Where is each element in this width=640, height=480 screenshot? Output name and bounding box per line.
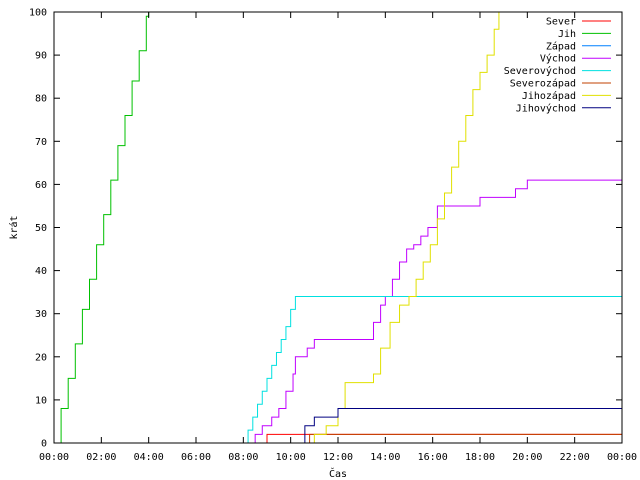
- legend-entry: Severovýchod: [504, 65, 611, 77]
- legend-entry: Jihozápad: [522, 90, 611, 102]
- legend-entry: Západ: [546, 40, 611, 52]
- x-tick-label: 04:00: [134, 452, 164, 463]
- x-tick-label: 06:00: [181, 452, 211, 463]
- x-tick-label: 18:00: [465, 452, 495, 463]
- legend-entry: Jihovýchod: [516, 102, 611, 114]
- legend-entry: Jih: [558, 29, 611, 40]
- legend: SeverJihZápadVýchodSeverovýchodSeverozáp…: [504, 17, 611, 114]
- x-tick-label: 12:00: [323, 452, 353, 463]
- y-axis-label: krát: [8, 215, 20, 239]
- y-tick-label: 70: [35, 137, 47, 148]
- x-tick-label: 10:00: [276, 452, 306, 463]
- x-tick-label: 00:00: [607, 452, 637, 463]
- y-tick-label: 20: [35, 352, 47, 363]
- y-tick-label: 30: [35, 309, 47, 320]
- legend-label: Jihovýchod: [516, 102, 576, 114]
- legend-entry: Severozápad: [510, 78, 611, 90]
- x-tick-label: 14:00: [370, 452, 400, 463]
- y-tick-label: 80: [35, 94, 47, 105]
- y-tick-label: 10: [35, 395, 47, 406]
- legend-label: Severovýchod: [504, 65, 576, 77]
- x-tick-label: 00:00: [39, 452, 69, 463]
- series-line-východ: [54, 179, 622, 444]
- legend-label: Západ: [546, 40, 576, 52]
- legend-entry: Sever: [546, 17, 611, 28]
- y-tick-label: 90: [35, 51, 47, 62]
- x-axis-label: Čas: [329, 467, 347, 480]
- x-tick-label: 22:00: [560, 452, 590, 463]
- legend-entry: Východ: [540, 53, 611, 65]
- legend-label: Jih: [558, 29, 576, 40]
- y-tick-label: 40: [35, 266, 47, 277]
- y-tick-label: 0: [41, 439, 47, 450]
- y-tick-label: 100: [29, 8, 47, 19]
- series-line-severovýchod: [54, 295, 622, 444]
- x-tick-label: 08:00: [228, 452, 258, 463]
- y-axis: 0 10 20 30 40 50 60 70 80 90 100: [29, 8, 622, 450]
- legend-label: Severozápad: [510, 78, 576, 90]
- legend-label: Východ: [540, 53, 576, 65]
- legend-label: Jihozápad: [522, 90, 576, 102]
- x-tick-label: 16:00: [418, 452, 448, 463]
- series-line-jih: [54, 12, 150, 444]
- x-tick-label: 02:00: [86, 452, 116, 463]
- y-tick-label: 50: [35, 223, 47, 234]
- y-tick-label: 60: [35, 180, 47, 191]
- x-tick-label: 20:00: [512, 452, 542, 463]
- x-axis: 00:00 02:00 04:00 06:00 08:00 10:00 12:00 14:00…: [39, 12, 637, 463]
- legend-label: Sever: [546, 17, 576, 28]
